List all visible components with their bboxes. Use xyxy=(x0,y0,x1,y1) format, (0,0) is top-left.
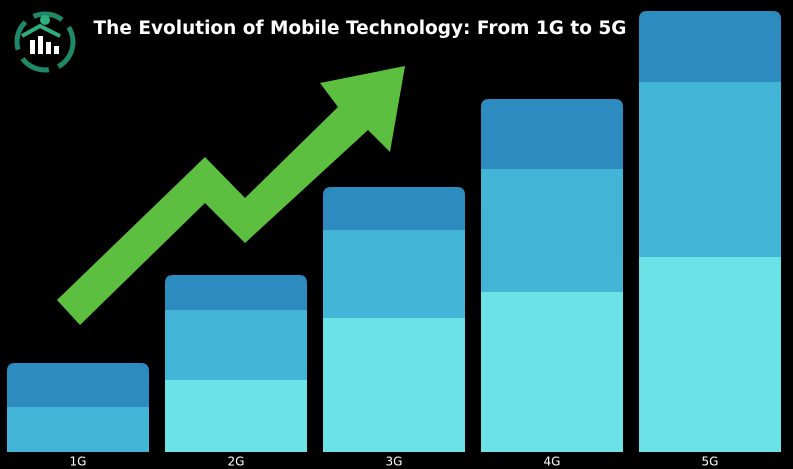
generation-label: 3G xyxy=(386,455,403,469)
logo xyxy=(14,11,76,73)
bars xyxy=(7,11,781,452)
bar-5g xyxy=(639,11,781,452)
title: The Evolution of Mobile Technology: From… xyxy=(94,18,627,39)
bar-3g xyxy=(323,187,465,452)
bar-2g xyxy=(165,275,307,452)
growth-arrow xyxy=(57,66,405,325)
generation-label: 4G xyxy=(544,455,561,469)
bar-1g xyxy=(7,363,149,452)
generation-label: 5G xyxy=(702,455,719,469)
bar-4g xyxy=(481,99,623,452)
generation-label: 1G xyxy=(70,455,87,469)
generation-label: 2G xyxy=(228,455,245,469)
